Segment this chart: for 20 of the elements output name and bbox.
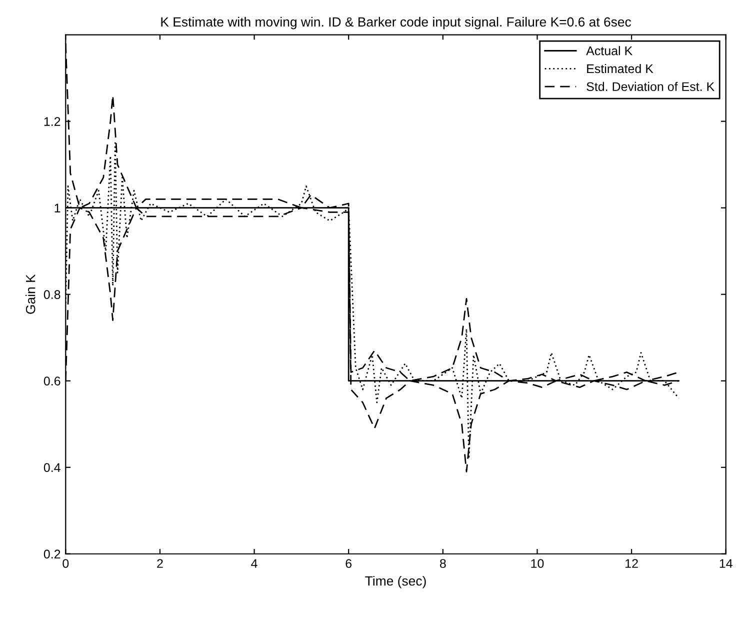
x-tick-label: 4 xyxy=(251,559,258,568)
legend-label: Estimated K xyxy=(587,64,654,74)
legend-label: Actual K xyxy=(586,46,632,56)
y-axis-title: Gain K xyxy=(26,274,36,314)
x-tick-label: 10 xyxy=(531,559,544,568)
y-tick-label: 0.2 xyxy=(44,550,60,559)
x-tick-label: 2 xyxy=(157,559,163,568)
y-tick-label: 0.8 xyxy=(44,290,60,299)
x-axis-title: Time (sec) xyxy=(365,576,426,588)
y-tick-label: 0.4 xyxy=(44,463,60,472)
y-tick-label: 0.6 xyxy=(44,376,60,386)
chart-title: K Estimate with moving win. ID & Barker code input signal. Failure K=0.6 at 6sec xyxy=(161,16,632,30)
x-tick-label: 0 xyxy=(62,559,69,568)
x-tick-label: 6 xyxy=(346,559,352,568)
x-tick-label: 14 xyxy=(720,559,732,568)
x-tick-label: 12 xyxy=(626,559,638,568)
y-tick-label: 1.2 xyxy=(44,117,60,126)
legend-label: Std. Deviation of Est. K xyxy=(586,82,714,92)
x-tick-label: 8 xyxy=(440,559,446,568)
y-tick-label: 1 xyxy=(54,204,60,212)
